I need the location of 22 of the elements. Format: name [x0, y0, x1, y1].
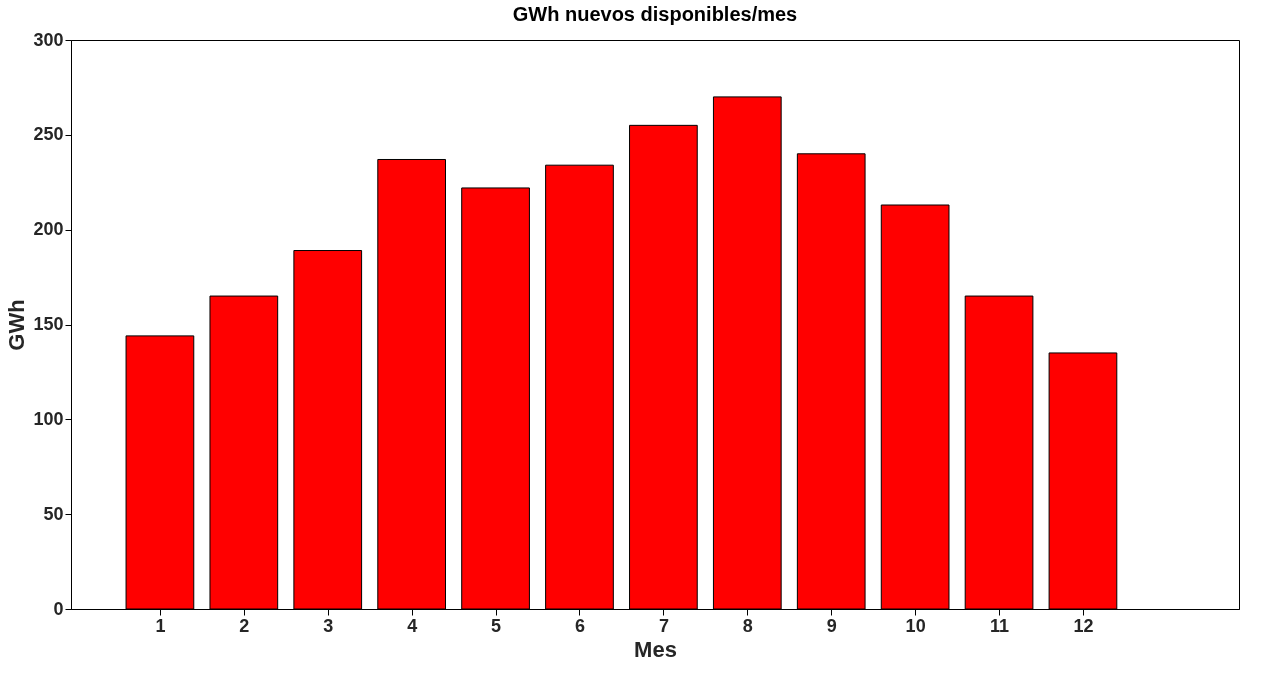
x-tick-label: 1 — [155, 615, 166, 636]
x-tick-label: 4 — [407, 615, 418, 636]
y-tick-label: 250 — [33, 124, 64, 145]
x-tick-label: 9 — [826, 615, 837, 636]
x-tick-label: 8 — [742, 615, 753, 636]
y-tick-label: 200 — [33, 219, 64, 240]
x-tick-label: 7 — [658, 615, 669, 636]
chart-title: GWh nuevos disponibles/mes — [512, 3, 798, 25]
y-tick-label: 100 — [33, 408, 64, 429]
y-tick-label: 150 — [33, 314, 64, 334]
y-tick-label: 0 — [53, 598, 64, 619]
x-axis-title: Mes — [634, 636, 677, 662]
x-tick-label: 6 — [574, 615, 585, 636]
y-tick-label: 300 — [33, 29, 64, 50]
x-tick-label: 3 — [323, 615, 334, 636]
x-tick-label: 10 — [905, 615, 926, 636]
y-tick-label: 50 — [43, 503, 64, 524]
x-tick-label: 12 — [1073, 615, 1094, 636]
y-axis-title: GWh — [4, 299, 30, 351]
x-tick-label: 2 — [239, 615, 250, 636]
x-tick-label: 11 — [990, 615, 1010, 636]
x-tick-label: 5 — [491, 615, 502, 636]
